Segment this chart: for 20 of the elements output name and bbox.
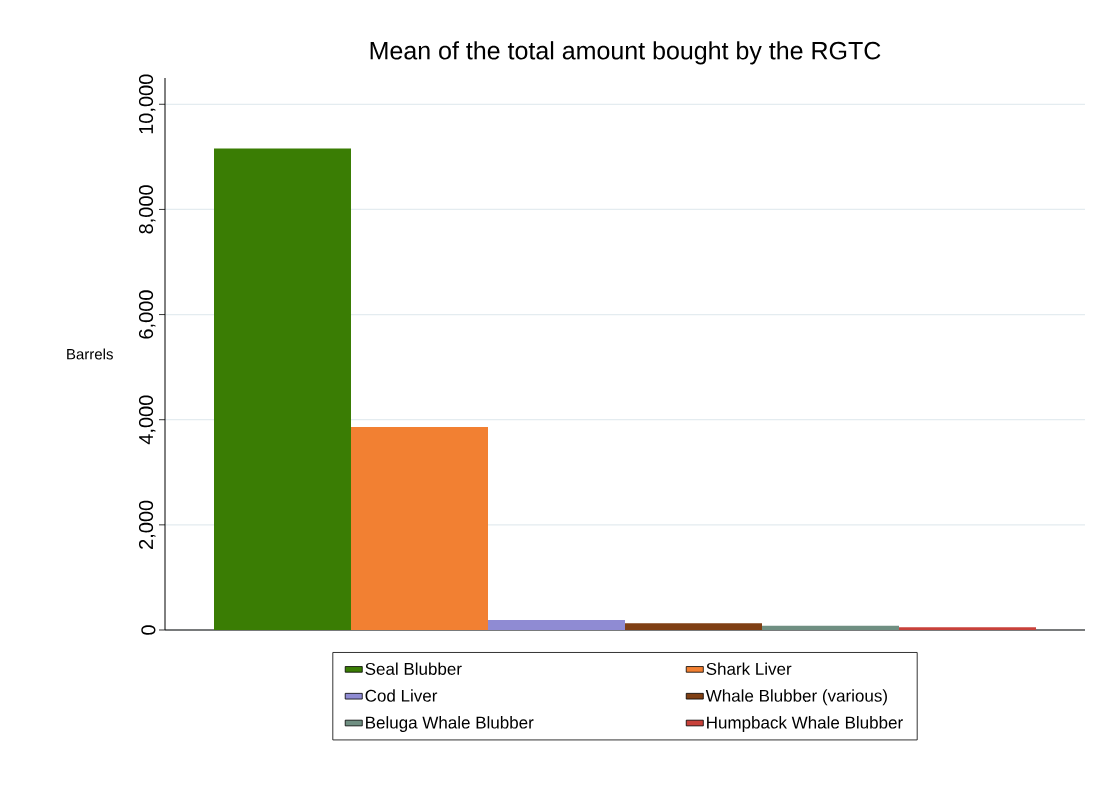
y-tick-label: 0 — [141, 625, 156, 635]
y-axis-title: Barrels — [67, 348, 113, 360]
legend-label: Whale Blubber (various) — [705, 689, 887, 706]
bar — [488, 620, 626, 630]
chart-title: Mean of the total amount bought by the RGTC — [370, 41, 881, 65]
legend-label: Beluga Whale Blubber — [366, 716, 534, 732]
y-tick-label: 4,000 — [138, 395, 156, 445]
legend-label: Cod Liver — [365, 689, 438, 702]
bar — [625, 623, 763, 630]
bar — [351, 427, 488, 630]
bar — [214, 148, 351, 630]
y-tick-label: 10,000 — [138, 74, 156, 134]
bar — [762, 625, 900, 630]
legend-label: Humpback Whale Blubber — [707, 716, 903, 732]
bar — [899, 627, 1037, 630]
y-tick-label: 8,000 — [138, 185, 156, 234]
legend-label: Shark Liver — [706, 662, 792, 675]
legend-label: Seal Blubber — [365, 662, 462, 675]
y-tick-label: 6,000 — [138, 290, 156, 339]
y-tick-label: 2,000 — [138, 500, 156, 549]
